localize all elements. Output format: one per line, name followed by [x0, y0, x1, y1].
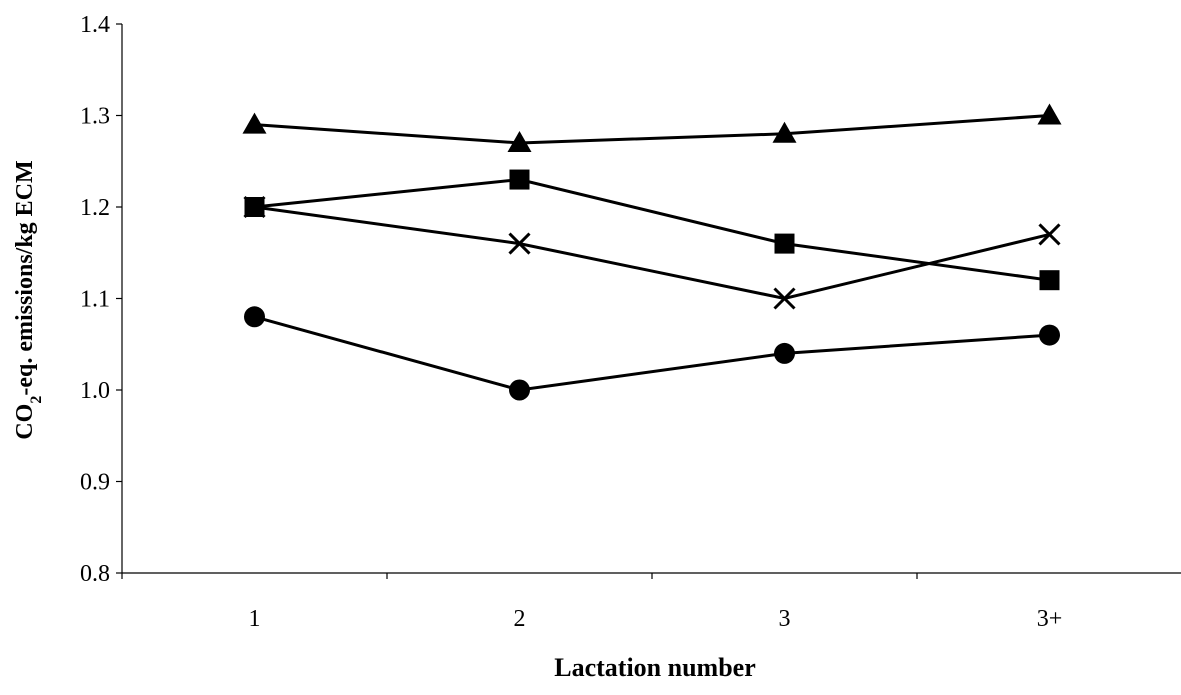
series-line-x — [254, 205, 1050, 301]
data-point-circle — [509, 379, 530, 401]
y-tick-label: 1.4 — [80, 12, 110, 38]
data-point-x — [508, 232, 531, 255]
y-tick-label: 1.1 — [80, 287, 110, 313]
data-point-circle — [244, 306, 265, 328]
series-line-triangle — [254, 114, 1050, 145]
y-axis-title-prefix: CO — [12, 404, 38, 440]
x-tick-label: 2 — [514, 606, 526, 632]
series-x — [243, 195, 1061, 310]
data-point-triangle — [507, 130, 532, 152]
y-tick-label: 1.2 — [80, 195, 110, 221]
data-point-triangle — [772, 121, 797, 143]
data-point-circle — [774, 342, 795, 364]
data-point-x — [243, 195, 266, 219]
y-tick-label: 1.0 — [80, 378, 110, 404]
y-tick-label: 1.3 — [80, 104, 110, 130]
data-point-triangle — [1037, 103, 1062, 125]
data-point-triangle — [242, 112, 267, 134]
y-axis-title: CO2-eq. emissions/kg ECM — [12, 160, 45, 439]
series-triangle — [242, 103, 1062, 152]
data-point-square — [1039, 270, 1060, 291]
data-point-square — [509, 169, 530, 190]
series-circle — [244, 306, 1060, 401]
data-point-square — [774, 233, 795, 254]
axes: 0.8 0.9 1.0 1.1 1.2 1.3 1.4 1 2 3 3+ — [80, 12, 1181, 632]
x-tick-label: 3 — [779, 606, 791, 632]
data-point-x — [1038, 223, 1061, 246]
y-axis-title-suffix: -eq. emissions/kg ECM — [12, 160, 38, 395]
y-axis-title-subscript: 2 — [28, 396, 45, 404]
y-tick-label: 0.8 — [80, 561, 110, 587]
data-point-x — [773, 287, 796, 310]
data-point-circle — [1039, 324, 1060, 346]
series-layer — [242, 103, 1062, 401]
x-tick-label: 3+ — [1037, 606, 1063, 632]
y-tick-label: 0.9 — [80, 470, 110, 496]
x-tick-label: 1 — [249, 606, 261, 632]
series-line-circle — [254, 315, 1050, 392]
x-axis-title: Lactation number — [554, 653, 756, 682]
series-line-square — [254, 178, 1050, 282]
